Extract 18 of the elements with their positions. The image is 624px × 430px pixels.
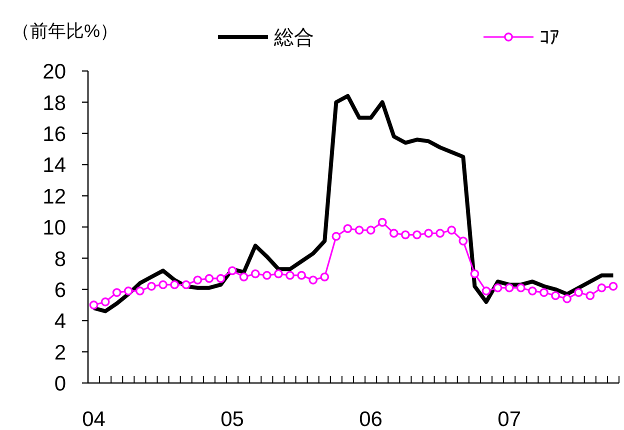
- y-tick-label: 18: [42, 92, 66, 115]
- y-tick-label: 2: [54, 341, 66, 364]
- y-tick-label: 12: [42, 185, 66, 208]
- x-tick-label: 07: [498, 408, 522, 430]
- legend-label: ｺｱ: [540, 27, 560, 50]
- legend-label: 総合: [274, 27, 314, 50]
- y-tick-label: 8: [54, 248, 66, 271]
- y-tick-label: 10: [42, 216, 66, 240]
- y-tick-label: 6: [54, 278, 66, 302]
- y-tick-label: 14: [42, 154, 66, 178]
- ylabel: （前年比%）: [12, 21, 118, 41]
- y-tick-label: 0: [54, 372, 66, 396]
- y-tick-label: 4: [54, 310, 66, 334]
- x-tick-label: 05: [220, 408, 244, 430]
- y-tick-label: 20: [42, 60, 66, 84]
- y-tick-label: 16: [42, 122, 66, 146]
- x-tick-label: 06: [359, 408, 382, 430]
- x-tick-label: 04: [82, 408, 106, 430]
